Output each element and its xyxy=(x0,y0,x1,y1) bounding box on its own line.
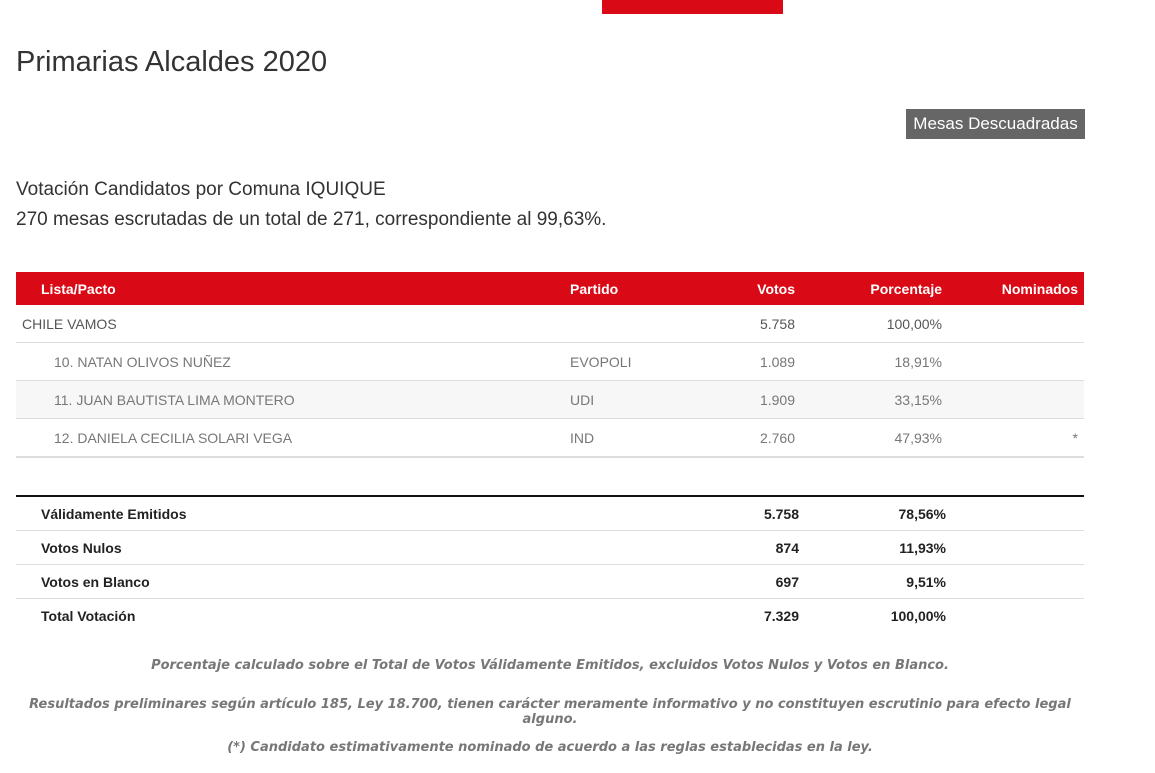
nominado xyxy=(942,342,1084,381)
top-accent-bar xyxy=(602,0,783,14)
partido xyxy=(570,305,690,343)
total-porcentaje: 9,51% xyxy=(799,564,946,599)
partido: IND xyxy=(570,418,690,458)
total-votos: 874 xyxy=(675,530,799,565)
total-label: Votos Nulos xyxy=(16,530,675,565)
col-lista: Lista/Pacto xyxy=(16,272,570,305)
partido: UDI xyxy=(570,380,690,419)
note-nominado: (*) Candidato estimativamente nominado d… xyxy=(227,740,873,755)
col-porcentaje: Porcentaje xyxy=(795,272,942,305)
table-row: 12. DANIELA CECILIA SOLARI VEGA IND 2.76… xyxy=(16,418,1084,458)
table-row: 10. NATAN OLIVOS NUÑEZ EVOPOLI 1.089 18,… xyxy=(16,342,1084,381)
porcentaje: 33,15% xyxy=(795,380,942,419)
col-nominados: Nominados xyxy=(942,272,1084,305)
totals-row: Válidamente Emitidos 5.758 78,56% xyxy=(16,496,1084,531)
total-label: Votos en Blanco xyxy=(16,564,675,599)
totals-row: Votos en Blanco 697 9,51% xyxy=(16,564,1084,599)
table-header: Lista/Pacto Partido Votos Porcentaje Nom… xyxy=(16,272,1084,305)
subtitle: Votación Candidatos por Comuna IQUIQUE xyxy=(16,179,386,200)
col-partido: Partido xyxy=(570,272,690,305)
note-porcentaje: Porcentaje calculado sobre el Total de V… xyxy=(151,658,949,673)
total-votos: 7.329 xyxy=(763,607,799,624)
total-porcentaje: 11,93% xyxy=(799,530,946,565)
partido: EVOPOLI xyxy=(570,342,690,381)
lista-name: CHILE VAMOS xyxy=(16,305,570,343)
votos: 1.089 xyxy=(690,342,795,381)
total-votos: 5.758 xyxy=(675,496,799,531)
table-row: 11. JUAN BAUTISTA LIMA MONTERO UDI 1.909… xyxy=(16,380,1084,419)
mesas-summary: 270 mesas escrutadas de un total de 271,… xyxy=(16,209,607,230)
candidate-name: 12. DANIELA CECILIA SOLARI VEGA xyxy=(16,418,570,458)
nominado: * xyxy=(942,418,1084,458)
porcentaje: 18,91% xyxy=(795,342,942,381)
total-label: Válidamente Emitidos xyxy=(16,496,675,531)
votos: 2.760 xyxy=(690,418,795,458)
total-porcentaje: 78,56% xyxy=(799,496,946,531)
votos: 5.758 xyxy=(690,305,795,343)
col-votos: Votos xyxy=(690,272,795,305)
total-label: Total Votación xyxy=(41,607,136,624)
candidate-name: 11. JUAN BAUTISTA LIMA MONTERO xyxy=(16,380,570,419)
table-row: CHILE VAMOS 5.758 100,00% xyxy=(16,305,1084,343)
candidate-name: 10. NATAN OLIVOS NUÑEZ xyxy=(16,342,570,381)
note-preliminares: Resultados preliminares según artículo 1… xyxy=(29,697,1071,727)
totals-row: Votos Nulos 874 11,93% xyxy=(16,530,1084,565)
total-porcentaje: 100,00% xyxy=(890,607,946,624)
porcentaje: 100,00% xyxy=(795,305,942,343)
results-table: Lista/Pacto Partido Votos Porcentaje Nom… xyxy=(16,272,1084,458)
mesas-descuadradas-button[interactable]: Mesas Descuadradas xyxy=(906,109,1085,139)
totals-table: Válidamente Emitidos 5.758 78,56% Votos Nu… xyxy=(16,495,1084,632)
totals-row: Total Votación 7.329 100,00% xyxy=(16,599,1084,633)
nominado xyxy=(942,380,1084,419)
porcentaje: 47,93% xyxy=(795,418,942,458)
page-title: Primarias Alcaldes 2020 xyxy=(16,46,328,78)
total-votos: 697 xyxy=(675,564,799,599)
nominado xyxy=(942,305,1084,343)
votos: 1.909 xyxy=(690,380,795,419)
